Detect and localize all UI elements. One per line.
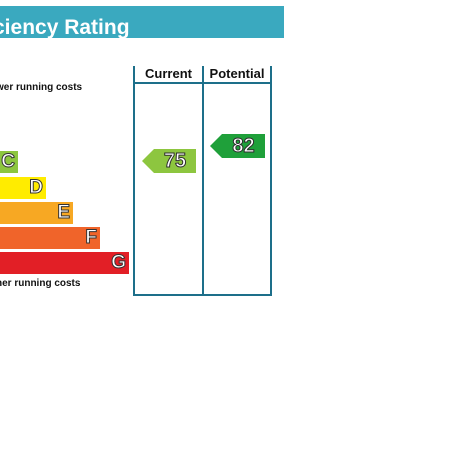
band-c: C xyxy=(0,151,18,173)
potential-column-header: Potential xyxy=(209,66,265,81)
potential-rating-value: 82 xyxy=(232,135,255,158)
current-rating-arrow: 75 xyxy=(142,149,196,173)
band-d-letter: D xyxy=(29,177,44,199)
current-column-header: Current xyxy=(145,66,192,81)
band-c-letter: C xyxy=(1,151,16,173)
grid-line-right xyxy=(270,66,272,296)
band-g-letter: G xyxy=(111,252,127,274)
current-rating-value: 75 xyxy=(163,150,187,173)
header-divider xyxy=(133,82,272,84)
higher-costs-note: her running costs xyxy=(0,278,81,289)
band-d: D xyxy=(0,177,46,199)
band-g: G xyxy=(0,252,129,274)
band-f-letter: F xyxy=(85,227,98,249)
lower-costs-note: wer running costs xyxy=(0,82,83,93)
header-title: ciency Rating xyxy=(0,16,130,39)
grid-line-middle xyxy=(202,66,204,296)
band-e-letter: E xyxy=(57,202,71,224)
band-e: E xyxy=(0,202,73,224)
header-bar: ciency Rating xyxy=(0,6,284,39)
bottom-border xyxy=(133,294,272,296)
grid-line-left xyxy=(133,66,135,296)
potential-rating-arrow: 82 xyxy=(210,134,265,158)
band-f: F xyxy=(0,227,100,249)
